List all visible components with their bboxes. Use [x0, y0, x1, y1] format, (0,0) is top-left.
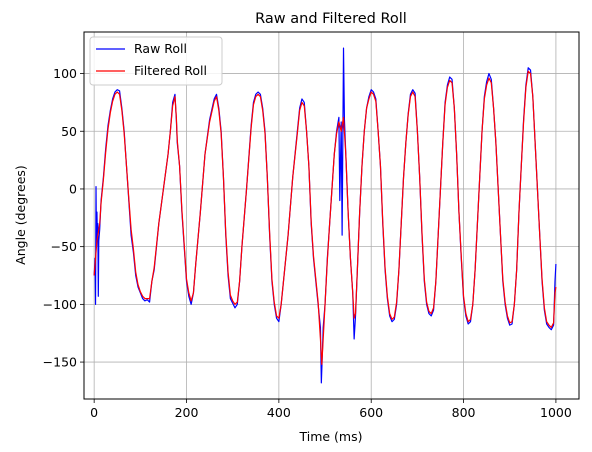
- y-tick-label: 100: [53, 66, 77, 81]
- x-tick-label: 1000: [540, 405, 572, 420]
- y-tick-label: −50: [51, 239, 77, 254]
- plot-frame: [83, 31, 580, 400]
- y-axis-label: Angle (degrees): [13, 165, 28, 265]
- chart-title: Raw and Filtered Roll: [255, 11, 407, 27]
- y-tick-label: −150: [43, 355, 77, 370]
- y-tick-label: −100: [43, 297, 77, 312]
- x-tick-label: 200: [175, 405, 199, 420]
- x-tick-label: 800: [452, 405, 476, 420]
- x-tick-label: 0: [90, 405, 98, 420]
- x-tick-label: 600: [359, 405, 383, 420]
- y-tick-label: 50: [61, 124, 77, 139]
- legend-label-filtered-roll: Filtered Roll: [134, 63, 207, 78]
- series-line-filtered-roll: [93, 70, 557, 365]
- y-tick-label: 0: [69, 181, 77, 196]
- legend-label-raw-roll: Raw Roll: [134, 41, 187, 56]
- x-axis-label: Time (ms): [298, 429, 362, 444]
- axis-ticks: 0 200 400 600 800 1000 −150 −100 −50 0 50 100: [43, 66, 572, 420]
- x-tick-label: 400: [267, 405, 291, 420]
- series-layer: [93, 47, 557, 384]
- legend: Raw Roll Filtered Roll: [89, 36, 223, 86]
